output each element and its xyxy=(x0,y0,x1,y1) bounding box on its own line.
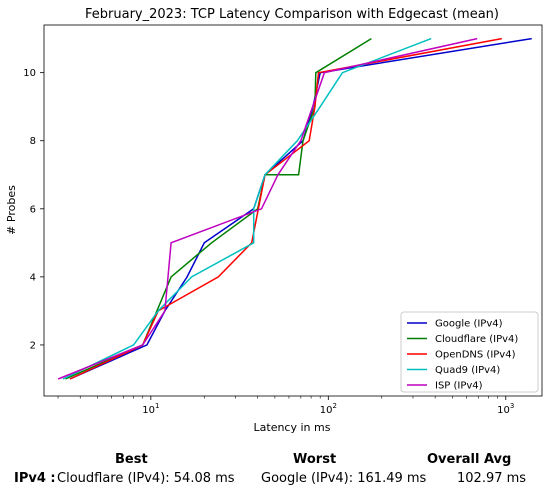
y-axis-label: # Probes xyxy=(5,185,18,235)
y-tick-label: 10 xyxy=(23,68,36,79)
stats-worst-header: Worst xyxy=(293,452,337,467)
stats-row-label: IPv4 : xyxy=(14,471,56,486)
stats-avg-value: 102.97 ms xyxy=(457,471,527,486)
series-line-4 xyxy=(57,37,478,380)
x-tick-label: 103 xyxy=(497,402,514,416)
series-line-2 xyxy=(69,37,502,380)
series-line-1 xyxy=(65,37,372,380)
y-tick-label: 2 xyxy=(30,340,36,351)
y-tick-label: 6 xyxy=(30,204,36,215)
legend-label: ISP (IPv4) xyxy=(435,381,483,392)
legend-label: Cloudflare (IPv4) xyxy=(435,334,518,345)
stats-worst-value: Google (IPv4): 161.49 ms xyxy=(261,471,427,486)
chart-title: February_2023: TCP Latency Comparison wi… xyxy=(85,7,499,22)
legend-label: Quad9 (IPv4) xyxy=(435,365,500,376)
stats-best-value: Cloudflare (IPv4): 54.08 ms xyxy=(57,471,235,486)
legend-box xyxy=(400,311,539,393)
y-tick-label: 8 xyxy=(30,136,36,147)
stats-avg-header: Overall Avg xyxy=(427,452,512,467)
series-line-3 xyxy=(62,37,432,380)
x-tick-label: 101 xyxy=(142,402,159,416)
stats-best-header: Best xyxy=(115,452,148,467)
legend-label: OpenDNS (IPv4) xyxy=(435,350,516,361)
y-tick-label: 4 xyxy=(30,272,36,283)
plot-area xyxy=(57,37,532,380)
axes: 101 102 103 2 4 6 8 10 xyxy=(23,68,514,416)
legend: Google (IPv4) Cloudflare (IPv4) OpenDNS (I… xyxy=(400,311,539,393)
legend-label: Google (IPv4) xyxy=(435,319,503,330)
plot-frame xyxy=(43,24,543,397)
latency-chart: February_2023: TCP Latency Comparison wi… xyxy=(5,7,543,434)
x-tick-label: 102 xyxy=(320,402,337,416)
x-axis-label: Latency in ms xyxy=(254,421,331,434)
